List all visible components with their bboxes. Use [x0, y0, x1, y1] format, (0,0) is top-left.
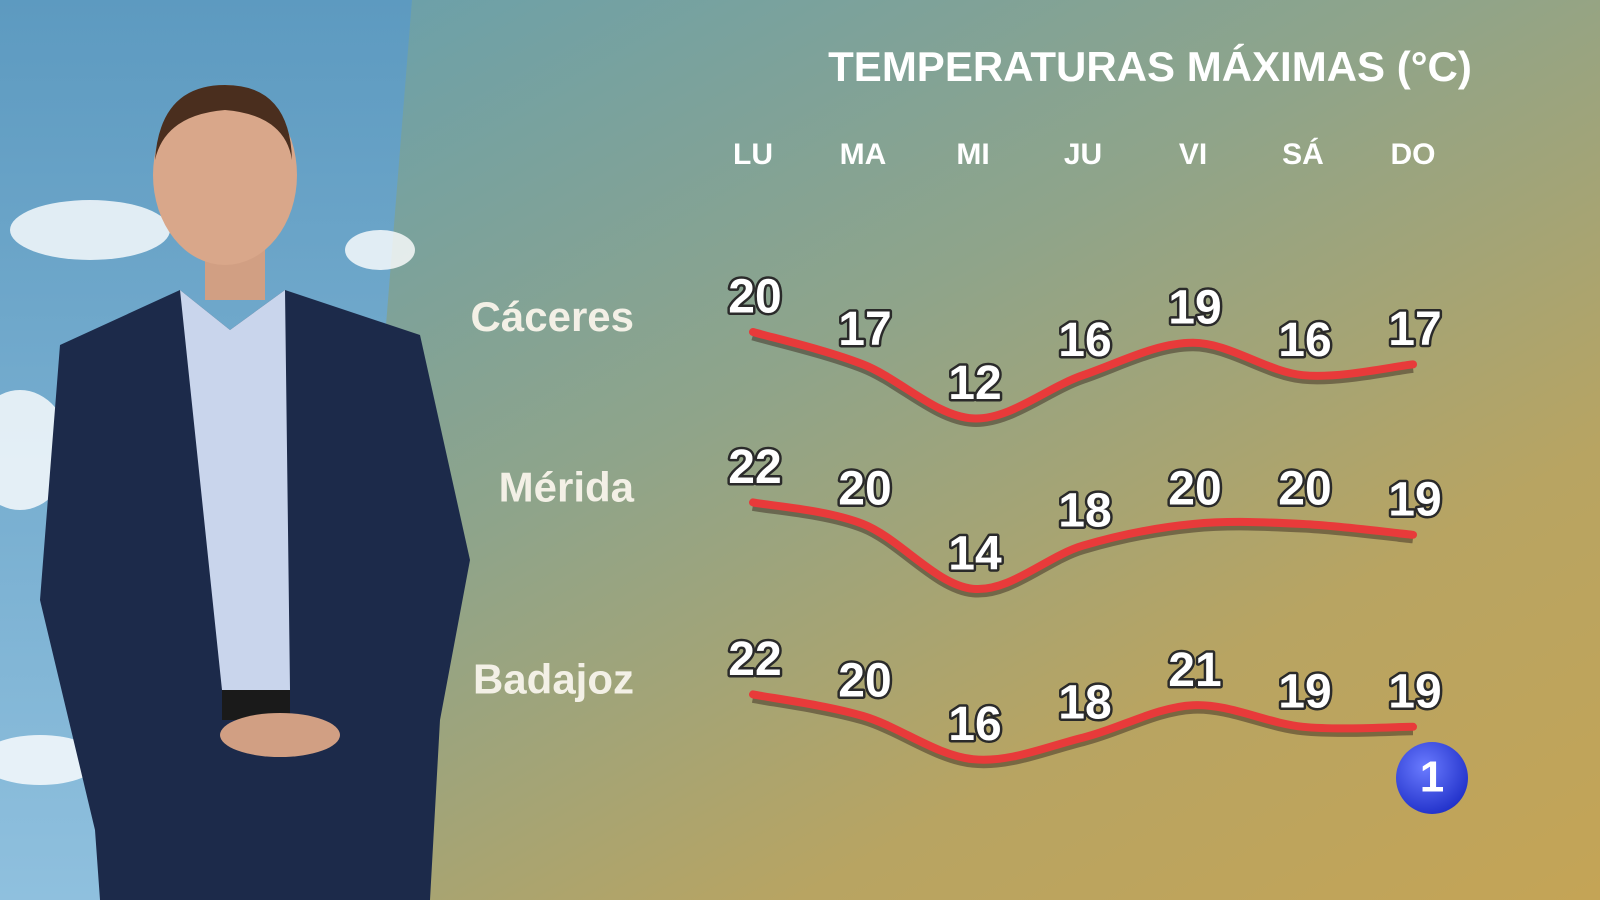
x-tick-label: MI — [956, 138, 989, 171]
value-label: 18 — [1058, 676, 1111, 729]
row-label: Mérida — [499, 463, 635, 510]
value-label: 14 — [948, 527, 1002, 580]
value-label: 19 — [1388, 665, 1441, 718]
value-label: 16 — [1058, 314, 1111, 367]
plot: LU MA MI JU VI SÁ DO Cáceres 20 17 12 16 19 16 17 Mérid… — [471, 137, 1444, 769]
value-label: 19 — [1168, 281, 1221, 334]
row-label: Cáceres — [471, 293, 634, 340]
temperature-line — [749, 690, 1417, 764]
channel-logo — [1396, 742, 1468, 814]
channel-logo-text: 1 — [1420, 753, 1444, 802]
x-tick-label: DO — [1391, 138, 1436, 171]
x-tick-label: JU — [1064, 138, 1102, 171]
row-label: Badajoz — [473, 655, 634, 702]
value-label: 16 — [1278, 314, 1331, 367]
value-label: 16 — [948, 698, 1001, 751]
value-label: 19 — [1388, 473, 1441, 526]
x-tick-label: LU — [733, 138, 773, 171]
value-label: 21 — [1168, 644, 1221, 697]
value-label: 18 — [1058, 484, 1111, 537]
value-label: 22 — [728, 633, 781, 686]
value-label: 20 — [838, 655, 891, 708]
clouds — [0, 200, 415, 785]
value-label: 17 — [1388, 303, 1441, 356]
presenter — [40, 85, 470, 900]
chart-title: TEMPERATURAS MÁXIMAS (°C) — [828, 43, 1472, 90]
value-label: 22 — [728, 441, 781, 494]
temperature-line — [749, 498, 1417, 593]
x-tick-label: SÁ — [1282, 137, 1324, 171]
value-label: 20 — [1168, 463, 1221, 516]
value-label: 20 — [838, 463, 891, 516]
x-tick-label: MA — [840, 138, 887, 171]
temperature-line — [749, 328, 1417, 423]
value-label: 17 — [838, 303, 891, 356]
value-label: 12 — [948, 357, 1001, 410]
x-tick-label: VI — [1179, 138, 1207, 171]
value-label: 20 — [1278, 463, 1331, 516]
value-label: 19 — [1278, 665, 1331, 718]
value-label: 20 — [728, 271, 781, 324]
